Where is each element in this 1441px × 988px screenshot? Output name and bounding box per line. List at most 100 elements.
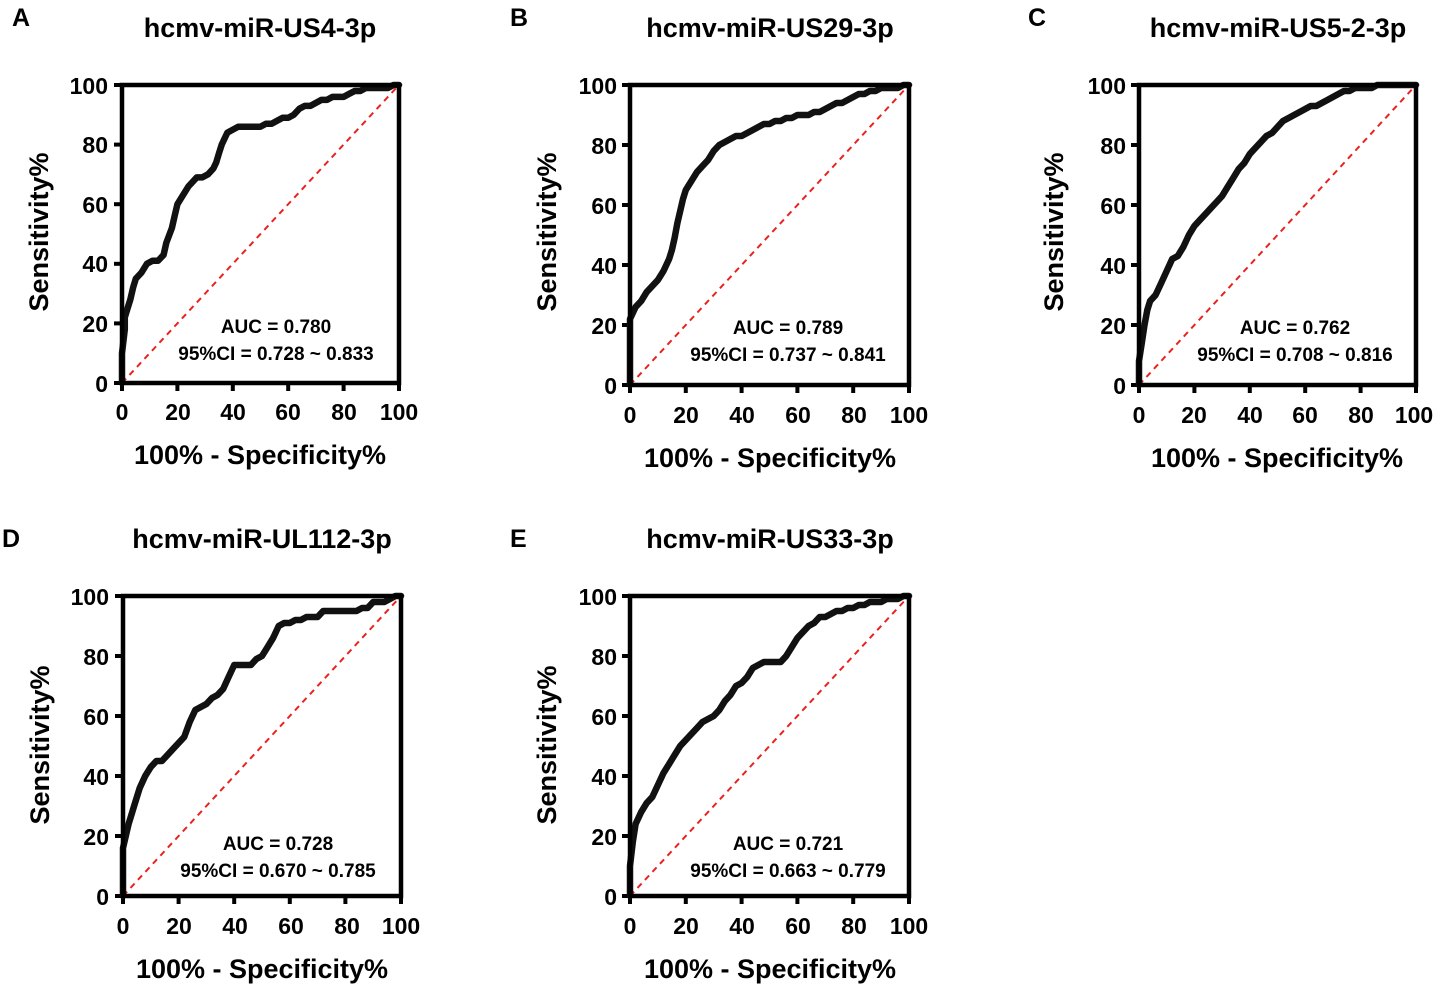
plot-frame xyxy=(627,82,912,388)
panel-e: E hcmv-miR-US33-3p Sensitivity% 100% - S… xyxy=(510,524,928,984)
reference-line xyxy=(1138,84,1417,386)
x-tick-label: 80 xyxy=(331,399,357,425)
x-tick-label: 0 xyxy=(1133,402,1146,428)
chart-title: hcmv-miR-US5-2-3p xyxy=(1150,13,1407,43)
y-tick-label: 40 xyxy=(83,764,109,790)
auc-label: AUC = 0.789 xyxy=(733,318,843,339)
y-tick-labels: 0 20 40 60 80 100 xyxy=(1088,73,1126,399)
x-tick-labels: 0 20 40 60 80 100 xyxy=(624,913,929,939)
y-tick-labels: 0 20 40 60 80 100 xyxy=(70,73,108,397)
ci-label: 95%CI = 0.737 ~ 0.841 xyxy=(690,345,886,366)
y-tick-label: 100 xyxy=(579,584,617,610)
panel-letter: E xyxy=(510,525,527,553)
roc-curve xyxy=(626,592,913,900)
y-tick-label: 80 xyxy=(83,644,109,670)
y-tick-label: 0 xyxy=(96,884,109,910)
y-tick-label: 20 xyxy=(591,824,617,850)
x-tick-label: 80 xyxy=(841,913,867,939)
y-tick-label: 20 xyxy=(1100,313,1126,339)
x-tick-label: 60 xyxy=(275,399,301,425)
x-tick-label: 20 xyxy=(673,913,699,939)
x-tick-label: 60 xyxy=(278,913,304,939)
y-axis-label: Sensitivity% xyxy=(532,152,562,311)
x-tick-labels: 0 20 40 60 80 100 xyxy=(117,913,421,939)
x-tick-label: 20 xyxy=(1181,402,1207,428)
x-tick-label: 60 xyxy=(1292,402,1318,428)
y-tick-label: 80 xyxy=(591,133,617,159)
panel-a: A hcmv-miR-US4-3p Sensitivity% 100% - Sp… xyxy=(12,4,418,470)
x-tick-label: 60 xyxy=(785,402,811,428)
x-tick-label: 80 xyxy=(1348,402,1374,428)
reference-line xyxy=(122,595,402,897)
y-tick-label: 100 xyxy=(1088,73,1126,99)
x-tick-label: 0 xyxy=(624,913,637,939)
reference-line xyxy=(121,84,400,384)
auc-label: AUC = 0.721 xyxy=(733,834,844,855)
y-tick-label: 40 xyxy=(1100,253,1126,279)
chart-title: hcmv-miR-US33-3p xyxy=(646,524,894,554)
x-tick-labels: 0 20 40 60 80 100 xyxy=(624,402,929,428)
reference-line xyxy=(629,84,910,386)
x-tick-labels: 0 20 40 60 80 100 xyxy=(116,399,419,425)
panel-d: D hcmv-miR-UL112-3p Sensitivity% 100% - … xyxy=(2,524,420,984)
roc-curve xyxy=(626,81,913,389)
ci-label: 95%CI = 0.663 ~ 0.779 xyxy=(690,861,885,882)
x-tick-label: 0 xyxy=(624,402,637,428)
ci-label: 95%CI = 0.728 ~ 0.833 xyxy=(178,344,373,365)
ci-label: 95%CI = 0.708 ~ 0.816 xyxy=(1197,345,1392,366)
x-tick-label: 60 xyxy=(785,913,811,939)
y-tick-label: 100 xyxy=(579,73,617,99)
y-tick-label: 0 xyxy=(604,884,617,910)
x-tick-label: 0 xyxy=(117,913,130,939)
panel-letter: B xyxy=(510,4,528,32)
x-tick-label: 100 xyxy=(382,913,420,939)
x-tick-label: 40 xyxy=(1237,402,1263,428)
y-tick-label: 20 xyxy=(83,824,109,850)
y-tick-label: 100 xyxy=(70,73,108,99)
x-tick-label: 40 xyxy=(729,402,755,428)
panel-b: B hcmv-miR-US29-3p Sensitivity% 100% - S… xyxy=(510,4,928,473)
y-tick-label: 60 xyxy=(591,193,617,219)
panel-letter: D xyxy=(2,525,20,553)
x-axis-label: 100% - Specificity% xyxy=(134,440,386,470)
plot-frame xyxy=(119,82,402,386)
plot-frame xyxy=(120,593,404,899)
y-tick-labels: 0 20 40 60 80 100 xyxy=(71,584,109,910)
y-axis-label: Sensitivity% xyxy=(532,665,562,824)
x-axis-label: 100% - Specificity% xyxy=(1151,443,1403,473)
x-tick-label: 20 xyxy=(166,913,192,939)
y-tick-label: 20 xyxy=(82,311,108,337)
x-axis-label: 100% - Specificity% xyxy=(644,954,896,984)
x-tick-label: 100 xyxy=(890,913,928,939)
panel-c: C hcmv-miR-US5-2-3p Sensitivity% 100% - … xyxy=(1028,4,1433,473)
y-axis-label: Sensitivity% xyxy=(24,152,54,311)
chart-title: hcmv-miR-US4-3p xyxy=(144,13,377,43)
x-tick-label: 20 xyxy=(673,402,699,428)
x-tick-label: 80 xyxy=(334,913,360,939)
y-tick-label: 0 xyxy=(95,371,108,397)
y-tick-label: 20 xyxy=(591,313,617,339)
plot-frame xyxy=(1136,82,1419,388)
chart-title: hcmv-miR-US29-3p xyxy=(646,13,894,43)
x-tick-label: 100 xyxy=(380,399,418,425)
x-tick-label: 100 xyxy=(1395,402,1433,428)
x-tick-label: 0 xyxy=(116,399,129,425)
x-tick-label: 20 xyxy=(165,399,191,425)
y-tick-label: 60 xyxy=(82,192,108,218)
y-axis-label: Sensitivity% xyxy=(1039,152,1069,311)
x-axis-label: 100% - Specificity% xyxy=(644,443,896,473)
y-tick-label: 100 xyxy=(71,584,109,610)
y-tick-label: 80 xyxy=(82,132,108,158)
y-axis-label: Sensitivity% xyxy=(25,665,55,824)
panel-letter: C xyxy=(1028,4,1046,32)
x-tick-label: 40 xyxy=(220,399,246,425)
y-tick-label: 60 xyxy=(83,704,109,730)
y-tick-label: 40 xyxy=(591,253,617,279)
auc-label: AUC = 0.780 xyxy=(221,317,331,338)
x-tick-label: 100 xyxy=(890,402,928,428)
panel-letter: A xyxy=(12,4,30,32)
y-tick-label: 40 xyxy=(82,251,108,277)
y-tick-label: 80 xyxy=(1100,133,1126,159)
x-tick-label: 40 xyxy=(222,913,248,939)
